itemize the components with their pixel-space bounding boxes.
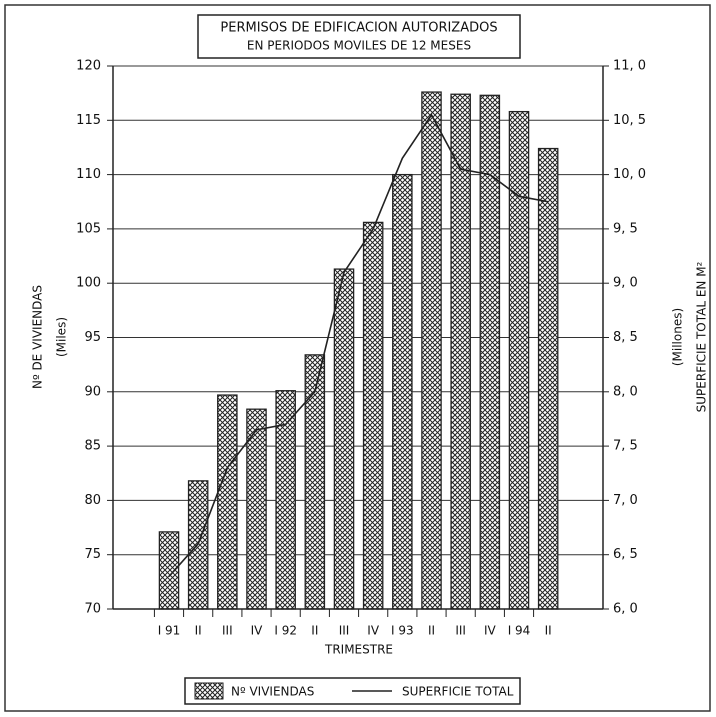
legend-swatch: [194, 682, 224, 700]
legend-label: Nº VIVIENDAS: [231, 685, 314, 699]
bar: [362, 221, 384, 610]
x-tick-label: III: [339, 624, 350, 638]
y-tick-label: 100: [76, 276, 101, 291]
y2-tick-label: 7, 0: [613, 493, 638, 508]
bar: [450, 93, 471, 610]
x-tick-label: IV: [251, 624, 264, 638]
y-tick-label: 110: [76, 167, 101, 182]
bar: [392, 173, 413, 610]
y2-tick-label: 9, 0: [613, 276, 638, 291]
bar: [421, 91, 442, 610]
bar: [508, 110, 530, 610]
y2-tick-label: 8, 0: [613, 384, 638, 399]
frame: [4, 4, 711, 712]
legend-label: SUPERFICIE TOTAL: [402, 685, 514, 699]
bar: [333, 268, 355, 610]
y-axis-sublabel: (Miles): [55, 317, 69, 357]
x-tick-label: II: [545, 624, 552, 638]
x-tick-label: II: [311, 624, 318, 638]
y2-tick-label: 10, 0: [613, 167, 646, 182]
x-tick-label: III: [455, 624, 466, 638]
y-axis-label: Nº DE VIVIENDAS: [31, 285, 45, 389]
y2-tick-label: 6, 5: [613, 547, 638, 562]
x-tick-label: I 92: [274, 624, 297, 638]
chart-title: PERMISOS DE EDIFICACION AUTORIZADOS: [220, 21, 497, 36]
bar: [217, 394, 238, 610]
x-tick-label: I 94: [508, 624, 531, 638]
y-tick-label: 85: [84, 439, 101, 454]
x-tick-label: II: [195, 624, 202, 638]
y2-tick-label: 9, 5: [613, 221, 638, 236]
y2-tick-label: 11, 0: [613, 59, 646, 74]
y-tick-label: 80: [84, 493, 101, 508]
x-tick-label: I 93: [391, 624, 414, 638]
y-tick-label: 115: [76, 113, 101, 128]
y2-tick-label: 8, 5: [613, 330, 638, 345]
y-tick-label: 75: [84, 547, 101, 562]
y2-tick-label: 6, 0: [613, 602, 638, 617]
bar: [158, 531, 180, 610]
x-tick-label: III: [222, 624, 233, 638]
line: [168, 113, 549, 577]
y-tick-label: 90: [84, 384, 101, 399]
x-axis-label: TRIMESTRE: [324, 643, 393, 657]
y2-axis-label: SUPERFICIE TOTAL EN M²: [695, 261, 709, 412]
y2-axis-sublabel: (Millones): [671, 308, 685, 366]
x-tick-label: IV: [484, 624, 497, 638]
bar: [479, 94, 501, 610]
title-box: [197, 14, 521, 59]
y-tick-label: 95: [84, 330, 101, 345]
y-tick-label: 120: [76, 59, 101, 74]
y2-tick-label: 10, 5: [613, 113, 646, 128]
chart-subtitle: EN PERIODOS MOVILES DE 12 MESES: [247, 39, 471, 53]
y-tick-label: 105: [76, 221, 101, 236]
x-tick-label: IV: [367, 624, 380, 638]
x-tick-label: II: [428, 624, 435, 638]
x-tick-label: I 91: [158, 624, 181, 638]
y-tick-label: 70: [84, 602, 101, 617]
y2-tick-label: 7, 5: [613, 439, 638, 454]
bar: [537, 147, 559, 610]
